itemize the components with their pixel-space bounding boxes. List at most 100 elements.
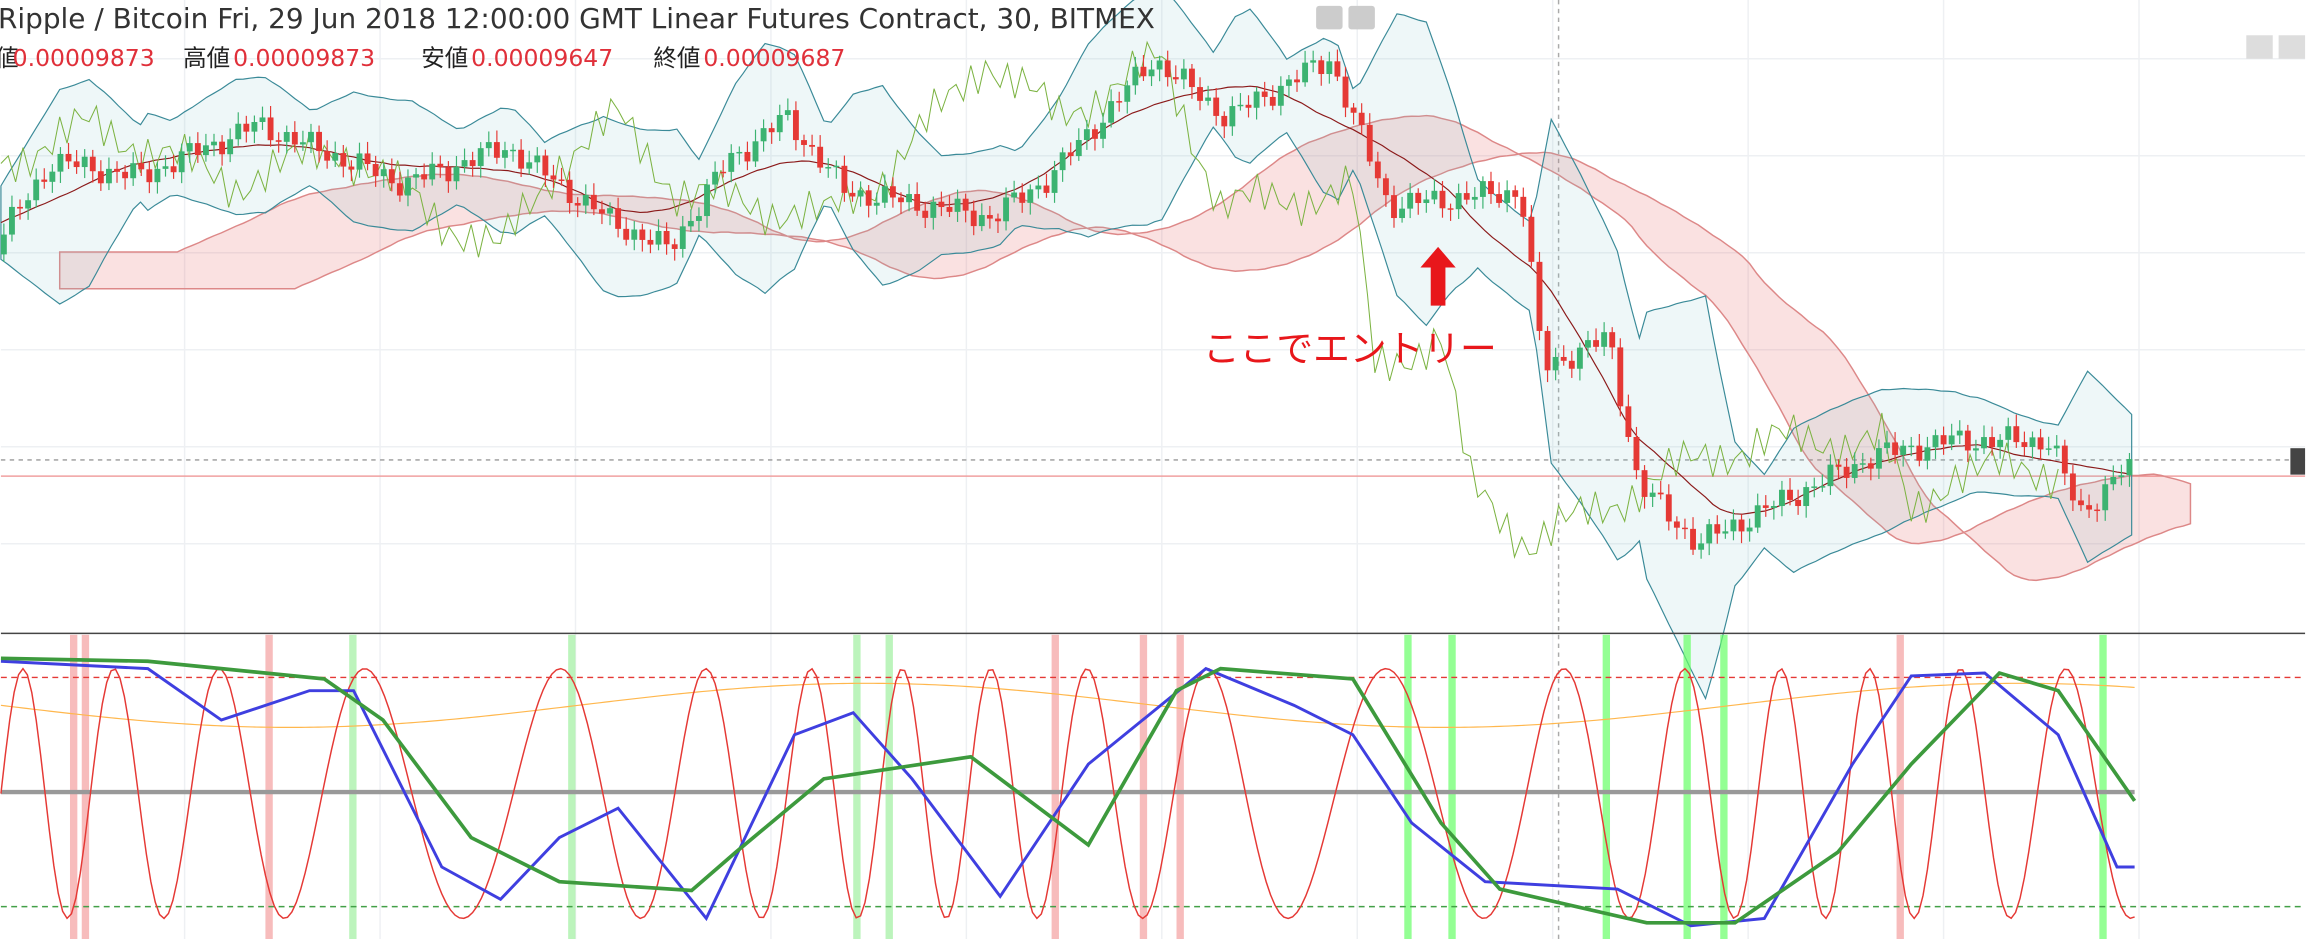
candle	[881, 186, 888, 203]
candle	[2102, 484, 2109, 511]
candle	[1164, 60, 1171, 78]
candle	[801, 140, 807, 145]
candle	[1035, 185, 1042, 190]
candle	[57, 153, 64, 172]
candle	[1027, 189, 1034, 203]
candle	[1415, 192, 1422, 204]
candle	[930, 201, 937, 218]
candle	[1512, 190, 1519, 197]
candle	[1310, 60, 1317, 63]
candle	[267, 117, 274, 141]
signal-bar	[2099, 634, 2107, 939]
ohlc-label: 終値	[653, 44, 700, 72]
candle	[1043, 185, 1050, 193]
candle	[485, 142, 492, 149]
candle	[477, 148, 484, 167]
candle	[1326, 61, 1333, 75]
settings-icon[interactable]	[1348, 5, 1375, 30]
candle	[1673, 521, 1680, 528]
candle	[1819, 486, 1826, 488]
oscillator-line	[0, 656, 2137, 925]
candle	[962, 198, 969, 211]
ohlc-label: 高値	[183, 44, 230, 72]
candle	[792, 110, 799, 141]
candle	[1197, 87, 1203, 101]
candle	[1997, 439, 2004, 448]
candle	[154, 168, 161, 183]
settings-button[interactable]	[2278, 35, 2306, 59]
candle	[461, 160, 468, 167]
candle	[2005, 426, 2012, 440]
candle	[493, 142, 500, 158]
candle	[817, 146, 824, 168]
candle	[1625, 406, 1632, 437]
candle	[1617, 347, 1624, 407]
candle	[1722, 531, 1729, 534]
candle	[574, 202, 581, 206]
candle	[1124, 85, 1131, 102]
candle	[1148, 69, 1155, 77]
candle	[615, 208, 622, 229]
candle	[1245, 104, 1252, 108]
candle	[1399, 208, 1406, 219]
candle	[922, 210, 929, 218]
oscillator-pane	[0, 634, 2306, 939]
candle	[372, 164, 379, 177]
candle	[752, 141, 759, 162]
candle	[1011, 192, 1018, 198]
candle	[873, 202, 880, 206]
candle	[1342, 76, 1349, 108]
candle	[364, 153, 371, 165]
signal-bar	[349, 634, 357, 939]
candle	[704, 184, 710, 217]
candle	[308, 131, 314, 143]
candle	[679, 226, 686, 249]
candle	[542, 155, 549, 176]
signal-bar	[1896, 634, 1904, 939]
candle	[1277, 85, 1284, 106]
candle	[663, 230, 670, 245]
candle	[906, 194, 913, 203]
candle	[1294, 79, 1300, 83]
candle	[89, 156, 96, 172]
candle	[1601, 332, 1608, 347]
candle	[720, 171, 727, 174]
candle	[348, 166, 355, 170]
candle	[1496, 194, 1503, 203]
candle	[2021, 442, 2028, 447]
candle	[2045, 448, 2052, 450]
candle	[728, 152, 735, 172]
candle	[1859, 463, 1866, 465]
candle	[1560, 356, 1567, 361]
candle	[1213, 97, 1220, 116]
candle	[259, 117, 266, 123]
candle	[978, 215, 985, 227]
candle	[1924, 447, 1931, 461]
scroll-button[interactable]	[2246, 35, 2273, 59]
candle	[914, 194, 921, 211]
candle	[1318, 60, 1325, 75]
candle	[2061, 445, 2068, 474]
candle	[283, 131, 290, 142]
candle	[1964, 430, 1971, 451]
candle	[857, 190, 864, 197]
candle	[122, 171, 129, 179]
candle	[17, 206, 23, 209]
candle	[938, 201, 945, 208]
candle	[73, 161, 80, 168]
candle	[1851, 464, 1858, 478]
visibility-icon[interactable]	[1316, 5, 1343, 30]
candle	[1884, 442, 1890, 449]
candle	[712, 171, 719, 185]
candle	[647, 239, 654, 245]
candle	[243, 123, 250, 132]
candle	[2029, 437, 2036, 447]
candle	[1447, 208, 1454, 210]
signal-bar	[568, 634, 576, 939]
candle	[1956, 430, 1963, 436]
candle	[65, 153, 72, 162]
candle	[138, 163, 145, 170]
candle	[502, 150, 508, 158]
candle	[582, 194, 589, 206]
